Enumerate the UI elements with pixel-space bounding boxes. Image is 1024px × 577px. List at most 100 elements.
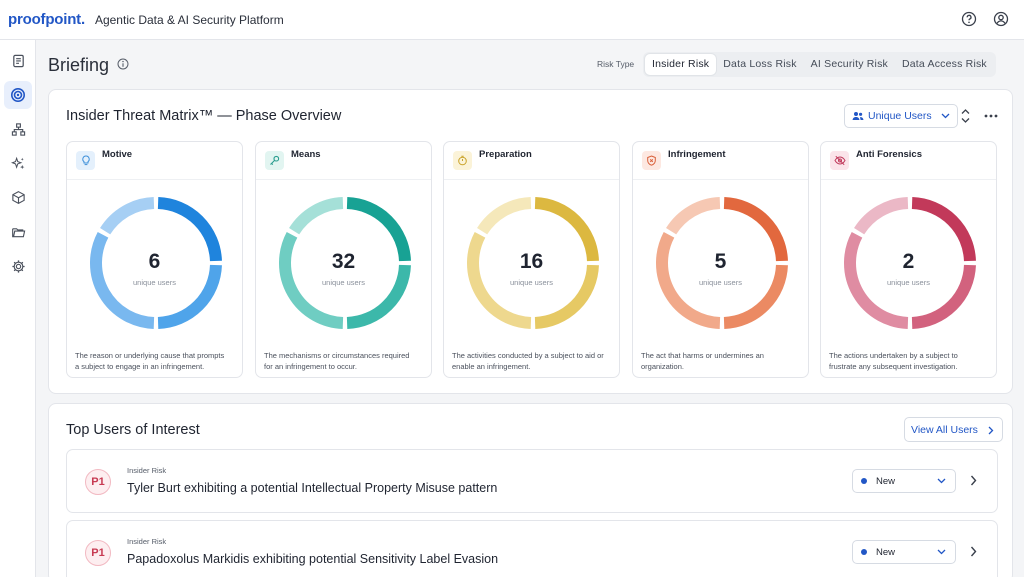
sidebar-nav: [0, 40, 36, 577]
help-circle-icon[interactable]: [960, 10, 978, 28]
donut-segment: [911, 264, 976, 329]
phase-description: The activities conducted by a subject to…: [452, 350, 622, 372]
sidebar-item-hierarchy[interactable]: [4, 115, 32, 143]
phase-name: Infringement: [668, 149, 726, 160]
phase-description-line: The actions undertaken by a subject to: [829, 351, 958, 360]
phase-name: Motive: [102, 149, 133, 160]
info-icon[interactable]: [117, 58, 129, 70]
donut-segment: [100, 197, 155, 235]
donut-segment: [157, 197, 222, 262]
phase-description-line: The mechanisms or circumstances required: [264, 351, 410, 360]
status-value: New: [876, 475, 896, 487]
sidebar-item-files[interactable]: [4, 218, 32, 246]
shield-alert-icon: [642, 151, 661, 170]
phase-donut-chart: [844, 197, 976, 329]
insider-threat-matrix-card: Insider Threat Matrix™ — Phase Overview …: [48, 89, 1013, 394]
view-all-users-button[interactable]: View All Users: [904, 417, 1003, 442]
phase-name: Anti Forensics: [856, 149, 922, 160]
matrix-title: Insider Threat Matrix™ — Phase Overview: [66, 108, 342, 124]
user-account-icon[interactable]: [992, 10, 1010, 28]
clipboard-icon: [12, 54, 24, 67]
hierarchy-icon: [11, 122, 25, 136]
donut-segment: [723, 197, 788, 262]
risk-type-tabs: Insider Risk Data Loss Risk AI Security …: [643, 52, 996, 77]
donut-segment: [157, 264, 222, 329]
phase-count-unit: unique users: [699, 278, 742, 287]
sparkles-icon: [10, 156, 24, 169]
more-options-icon[interactable]: [984, 114, 998, 118]
status-value: New: [876, 546, 896, 558]
user-risk-summary: Papadoxolus Markidis exhibiting potentia…: [127, 552, 499, 566]
phase-description-line: enable an infringement.: [452, 362, 531, 371]
user-risk-category: Insider Risk: [127, 537, 167, 546]
chevron-down-icon: [937, 549, 946, 555]
tab-data-access-risk[interactable]: Data Access Risk: [901, 58, 987, 70]
phase-header: Infringement: [633, 142, 808, 180]
tab-insider-risk[interactable]: Insider Risk: [645, 54, 717, 75]
sidebar-item-reports[interactable]: [4, 46, 32, 74]
tab-data-loss-risk[interactable]: Data Loss Risk: [723, 58, 797, 70]
chevron-down-icon: [937, 478, 946, 484]
eye-off-icon: [830, 151, 849, 170]
status-select[interactable]: New: [852, 469, 956, 493]
folder-icon: [11, 227, 25, 237]
phase-card-means[interactable]: Means 32 unique users The mechanisms or …: [255, 141, 432, 378]
status-select[interactable]: New: [852, 540, 956, 564]
phase-card-motive[interactable]: Motive 6 unique users The reason or unde…: [66, 141, 243, 378]
chevron-right-icon: [988, 426, 994, 435]
phase-count-unit: unique users: [322, 278, 365, 287]
chevron-down-icon: [941, 113, 950, 119]
expand-collapse-icon[interactable]: [961, 108, 970, 124]
phase-header: Anti Forensics: [821, 142, 996, 180]
phase-description-line: frustrate any subsequent investigation.: [829, 362, 958, 371]
donut-segment: [844, 232, 909, 329]
chevron-right-icon[interactable]: [970, 546, 977, 557]
donut-segment: [90, 232, 155, 329]
timer-icon: [453, 151, 472, 170]
phase-donut-chart: [656, 197, 788, 329]
phase-card-preparation[interactable]: Preparation 16 unique users The activiti…: [443, 141, 620, 378]
user-risk-summary: Tyler Burt exhibiting a potential Intell…: [127, 481, 498, 495]
status-dot: [861, 478, 867, 484]
sidebar-item-briefing[interactable]: [4, 81, 32, 109]
view-all-users-label: View All Users: [911, 423, 978, 436]
phase-card-infringement[interactable]: Infringement 5 unique users The act that…: [632, 141, 809, 378]
sidebar-item-settings[interactable]: [4, 252, 32, 280]
phase-count-unit: unique users: [133, 278, 176, 287]
sidebar-item-ai[interactable]: [4, 149, 32, 177]
phase-description-line: The activities conducted by a subject to…: [452, 351, 604, 360]
user-risk-category: Insider Risk: [127, 466, 167, 475]
donut-segment: [346, 264, 411, 329]
user-row[interactable]: P1 Insider Risk Tyler Burt exhibiting a …: [66, 449, 998, 513]
phase-header: Motive: [67, 142, 242, 180]
donut-segment: [467, 232, 532, 329]
chevron-right-icon[interactable]: [970, 475, 977, 486]
user-row[interactable]: P1 Insider Risk Papadoxolus Markidis exh…: [66, 520, 998, 577]
metric-select-value: Unique Users: [868, 110, 932, 122]
phase-header: Means: [256, 142, 431, 180]
lightbulb-icon: [76, 151, 95, 170]
phase-count: 2: [902, 250, 915, 273]
top-header: proofpoint. Agentic Data & AI Security P…: [0, 0, 1024, 40]
donut-segment: [534, 264, 599, 329]
risk-type-label: Risk Type: [597, 59, 635, 69]
top-users-card: Top Users of Interest View All Users P1 …: [48, 403, 1013, 577]
settings-gear-icon: [11, 259, 25, 273]
platform-title: Agentic Data & AI Security Platform: [94, 12, 284, 27]
donut-segment: [289, 197, 344, 235]
sidebar-item-packages[interactable]: [4, 183, 32, 211]
donut-segment: [279, 232, 344, 329]
donut-segment: [854, 197, 909, 235]
donut-segment: [911, 197, 976, 262]
phase-count-unit: unique users: [510, 278, 553, 287]
phase-description: The mechanisms or circumstances required…: [264, 350, 434, 372]
priority-badge: P1: [85, 469, 111, 495]
metric-select[interactable]: Unique Users: [844, 104, 958, 128]
phase-card-anti-forensics[interactable]: Anti Forensics 2 unique users The action…: [820, 141, 997, 378]
tab-ai-security-risk[interactable]: AI Security Risk: [810, 58, 888, 70]
phase-description: The act that harms or undermines an orga…: [641, 350, 811, 372]
phase-count: 32: [331, 250, 356, 273]
proofpoint-logo[interactable]: proofpoint.: [8, 11, 85, 28]
radar-icon: [11, 88, 25, 102]
key-icon: [265, 151, 284, 170]
